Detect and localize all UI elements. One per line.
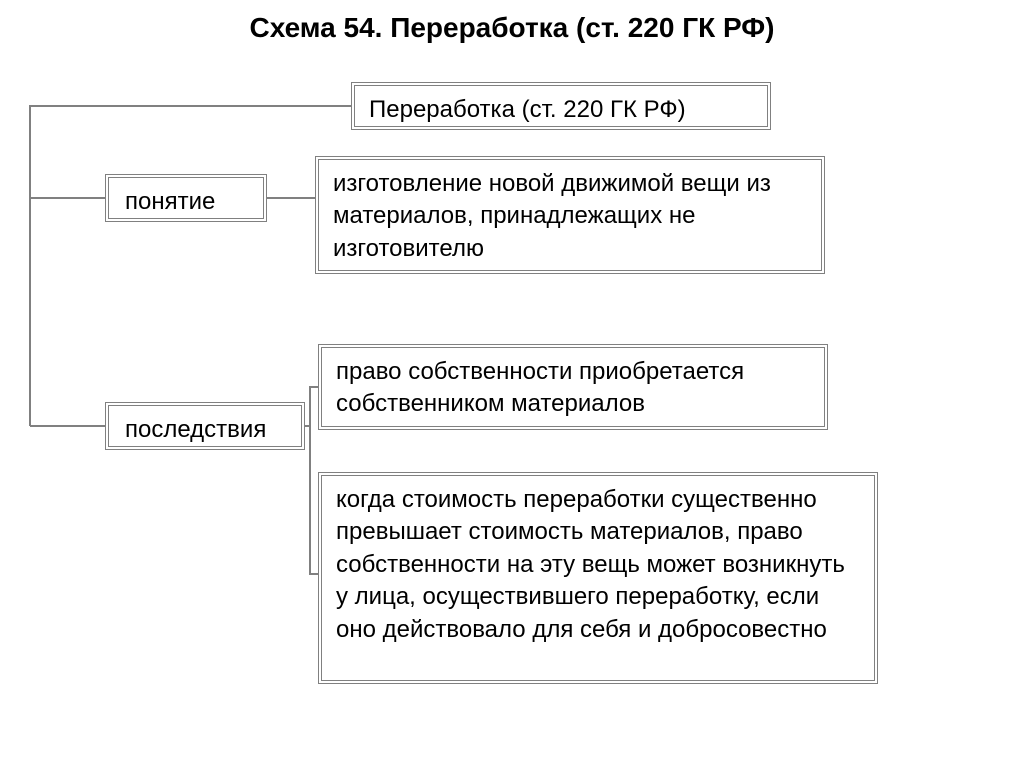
tree-diagram: Переработка (ст. 220 ГК РФ) понятие изго… <box>0 64 1024 744</box>
consequence-label-node: последствия <box>105 402 305 450</box>
concept-body-node: изготовление новой движимой вещи из мате… <box>315 156 825 274</box>
page-title: Схема 54. Переработка (ст. 220 ГК РФ) <box>0 0 1024 64</box>
root-node: Переработка (ст. 220 ГК РФ) <box>351 82 771 130</box>
concept-label-node: понятие <box>105 174 267 222</box>
consequence-body1-node: право собственности приобретается собств… <box>318 344 828 430</box>
consequence-body2-node: когда стоимость переработки существенно … <box>318 472 878 684</box>
